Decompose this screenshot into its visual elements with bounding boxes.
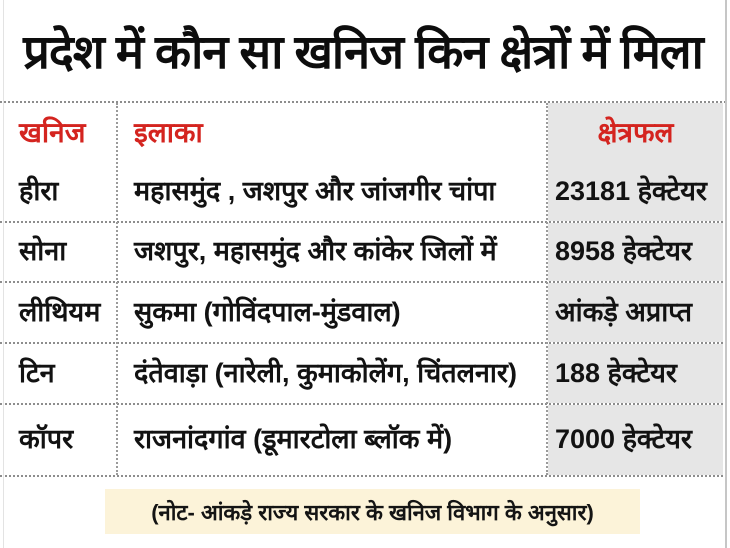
mineral-cell: लीथियम <box>19 296 101 327</box>
table-row: टिन दंतेवाड़ा (नारेली, कुमाकोलेंग, चिंतल… <box>0 344 723 405</box>
column-header-area: इलाका <box>134 116 203 148</box>
table-header-row: खनिज इलाका क्षेत्रफल <box>0 103 723 163</box>
mineral-cell: कॉपर <box>19 424 74 455</box>
table-row: सोना जशपुर, महासमुंद और कांकेर जिलों में… <box>0 223 723 283</box>
table-row: कॉपर राजनांदगांव (डूमारटोला ब्लॉक में) 7… <box>0 405 723 477</box>
table-row: लीथियम सुकमा (गोविंदपाल-मुंडवाल) आंकड़े … <box>0 283 723 344</box>
extent-cell: 188 हेक्टेयर <box>548 344 723 403</box>
mineral-cell: टिन <box>19 357 55 388</box>
area-cell: जशपुर, महासमुंद और कांकेर जिलों में <box>134 236 497 267</box>
extent-cell: 8958 हेक्टेयर <box>548 223 723 281</box>
page-title: प्रदेश में कौन सा खनिज किन क्षेत्रों में… <box>23 25 704 78</box>
extent-cell: 7000 हेक्टेयर <box>548 405 723 475</box>
area-cell: दंतेवाड़ा (नारेली, कुमाकोलेंग, चिंतलनार) <box>134 357 517 388</box>
minerals-table: खनिज इलाका क्षेत्रफल हीरा महासमुंद , जशप… <box>0 103 723 477</box>
extent-cell: 23181 हेक्टेयर <box>548 163 723 221</box>
title-divider <box>0 101 726 103</box>
column-header-mineral: खनिज <box>19 116 86 148</box>
mineral-cell: सोना <box>19 236 67 267</box>
table-row: हीरा महासमुंद , जशपुर और जांजगीर चांपा 2… <box>0 163 723 223</box>
footnote: (नोट- आंकड़े राज्य सरकार के खनिज विभाग क… <box>105 489 640 534</box>
right-edge-line <box>725 0 727 548</box>
area-cell: सुकमा (गोविंदपाल-मुंडवाल) <box>134 296 401 327</box>
column-divider <box>546 103 548 475</box>
left-edge-line <box>3 0 4 548</box>
area-cell: महासमुंद , जशपुर और जांजगीर चांपा <box>134 176 496 207</box>
mineral-cell: हीरा <box>19 176 59 207</box>
column-divider <box>116 103 118 475</box>
area-cell: राजनांदगांव (डूमारटोला ब्लॉक में) <box>134 424 453 455</box>
column-header-extent: क्षेत्रफल <box>548 103 723 163</box>
extent-cell: आंकड़े अप्राप्त <box>548 283 723 342</box>
